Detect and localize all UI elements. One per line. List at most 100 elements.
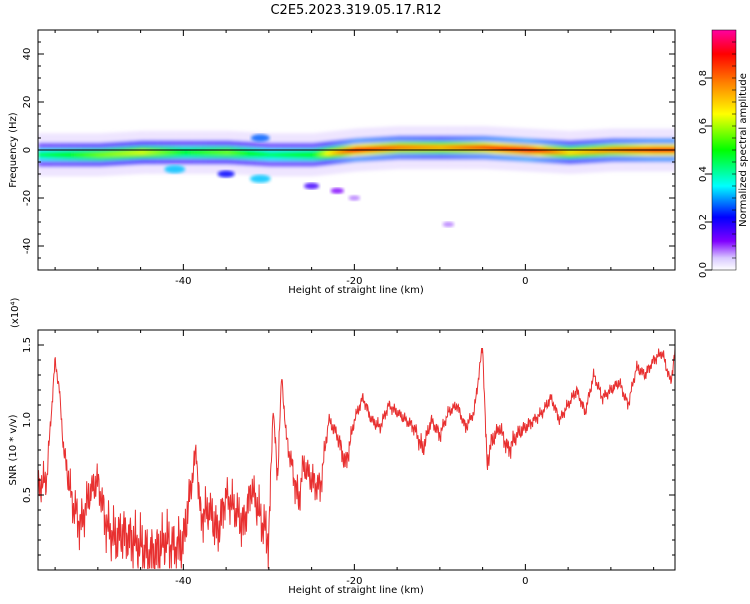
- ridge-peak-cell: [591, 149, 595, 153]
- ridge-cell: [265, 152, 270, 158]
- ridge-peak-cell: [471, 145, 475, 150]
- y-tick-label: -40: [22, 238, 33, 254]
- ridge-peak-cell: [462, 145, 466, 150]
- colorbar-label: Normalized spectral amplitude: [738, 73, 749, 227]
- ridge-peak-cell: [400, 145, 404, 150]
- ridge-cell: [97, 152, 102, 158]
- ridge-peak-cell: [331, 150, 335, 155]
- ridge-cell: [163, 149, 168, 155]
- ridge-cell: [181, 149, 186, 155]
- ridge-peak-cell: [364, 147, 368, 152]
- ridge-cell: [166, 149, 171, 155]
- ridge-cell: [244, 150, 249, 156]
- ridge-peak-cell: [534, 148, 538, 153]
- ridge-cell: [145, 149, 150, 155]
- ridge-cell: [139, 149, 144, 155]
- ridge-peak-cell: [501, 146, 505, 151]
- snr-x-axis-label: Height of straight line (km): [288, 585, 424, 596]
- ridge-peak-cell: [537, 148, 541, 153]
- y-tick-label: 0.5: [22, 487, 33, 503]
- ridge-peak-cell: [442, 145, 446, 150]
- ridge-peak-cell: [597, 148, 601, 153]
- spectrogram-panel: -40 -20 0 40 20 0 -20 -40 Height of straight li…: [8, 29, 676, 296]
- spectrogram-blob: [442, 221, 455, 227]
- colorbar-tick-label: 0.8: [698, 70, 709, 86]
- ridge-peak-cell: [480, 145, 484, 150]
- ridge-cell: [193, 149, 198, 155]
- ridge-peak-cell: [561, 150, 565, 154]
- spectrogram-blob: [250, 174, 271, 183]
- ridge-cell: [136, 150, 141, 156]
- ridge-cell: [112, 151, 117, 157]
- ridge-peak-cell: [403, 145, 407, 150]
- spectrogram-blob: [304, 182, 320, 190]
- ridge-cell: [115, 151, 120, 157]
- ridge-peak-cell: [397, 145, 401, 150]
- ridge-cell: [100, 152, 105, 158]
- ridge-cell: [46, 152, 51, 158]
- ridge-cell: [67, 152, 72, 158]
- y-tick-label: 40: [22, 48, 33, 61]
- ridge-cell: [43, 152, 48, 158]
- ridge-peak-cell: [549, 149, 553, 154]
- ridge-peak-cell: [415, 145, 419, 150]
- ridge-peak-cell: [325, 151, 329, 156]
- ridge-peak-cell: [588, 149, 592, 154]
- snr-line: [38, 347, 675, 569]
- figure-title: C2E5.2023.319.05.17.R12: [270, 3, 441, 18]
- ridge-cell: [148, 149, 153, 155]
- ridge-peak-cell: [600, 148, 604, 153]
- ridge-cell: [118, 151, 123, 157]
- ridge-cell: [310, 152, 315, 158]
- ridge-peak-cell: [579, 149, 583, 154]
- ridge-cell: [76, 152, 81, 158]
- ridge-peak-cell: [370, 147, 374, 152]
- ridge-cell: [298, 152, 303, 158]
- ridge-peak-cell: [492, 146, 496, 151]
- ridge-cell: [82, 152, 87, 158]
- colorbar-tick-label: 0.4: [698, 166, 709, 182]
- ridge-cell: [292, 152, 297, 158]
- ridge-cell: [55, 152, 60, 158]
- ridge-peak-cell: [406, 145, 410, 150]
- ridge-peak-cell: [543, 149, 547, 153]
- ridge-cell: [73, 152, 78, 158]
- ridge-cell: [88, 152, 93, 158]
- ridge-cell: [208, 149, 213, 155]
- ridge-cell: [220, 149, 225, 155]
- ridge-peak-cell: [459, 145, 463, 150]
- ridge-peak-cell: [504, 146, 508, 151]
- ridge-peak-cell: [585, 149, 589, 154]
- y-tick-label: 20: [22, 96, 33, 109]
- ridge-cell: [52, 152, 57, 158]
- y-tick-label: -20: [22, 190, 33, 206]
- ridge-cell: [64, 152, 69, 158]
- snr-y-axis-label: SNR (10 * v/v): [8, 414, 19, 485]
- ridge-cell: [268, 152, 273, 158]
- ridge-peak-cell: [510, 147, 514, 152]
- ridge-cell: [49, 152, 54, 158]
- ridge-peak-cell: [343, 149, 347, 154]
- ridge-cell: [319, 151, 324, 157]
- ridge-cell: [232, 150, 237, 156]
- ridge-cell: [175, 149, 180, 155]
- spectrogram-blob: [217, 170, 235, 178]
- ridge-peak-cell: [546, 149, 550, 154]
- ridge-peak-cell: [477, 145, 481, 150]
- ridge-peak-cell: [373, 147, 377, 151]
- ridge-cell: [214, 149, 219, 155]
- colorbar-tick-label: 0.6: [698, 118, 709, 134]
- ridge-cell: [235, 150, 240, 156]
- ridge-cell: [253, 151, 258, 157]
- ridge-cell: [127, 150, 132, 156]
- ridge-peak-cell: [430, 145, 434, 150]
- ridge-peak-cell: [439, 145, 443, 150]
- ridge-peak-cell: [444, 145, 448, 150]
- y-tick-label: 0: [22, 147, 33, 153]
- ridge-peak-cell: [555, 149, 559, 154]
- ridge-cell: [217, 149, 222, 155]
- ridge-peak-cell: [468, 145, 472, 150]
- ridge-peak-cell: [349, 148, 353, 153]
